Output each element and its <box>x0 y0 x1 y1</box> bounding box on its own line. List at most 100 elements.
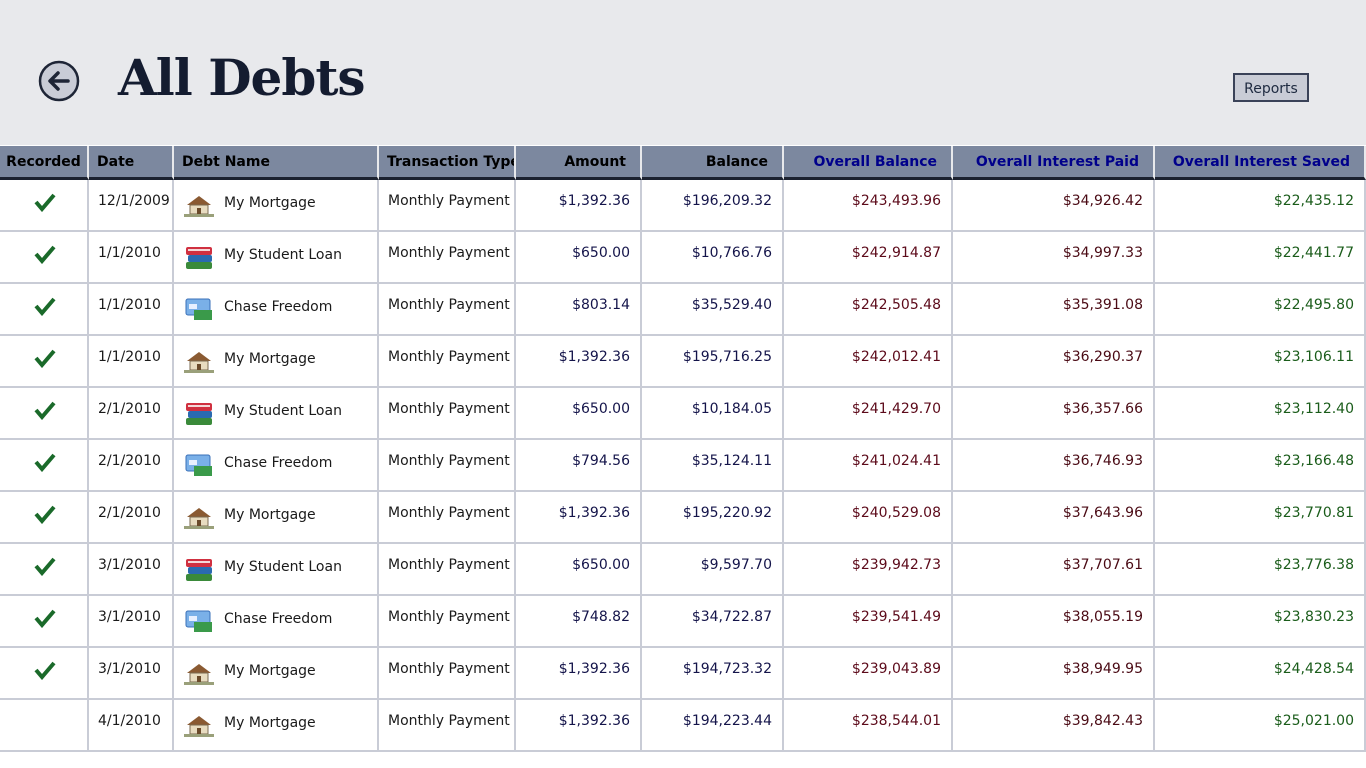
table-cell: $23,776.38 <box>1155 544 1366 596</box>
balance-text: $196,209.32 <box>682 193 772 209</box>
date-text: 1/1/2010 <box>98 245 161 261</box>
amount-text: $794.56 <box>572 453 630 469</box>
recorded-cell <box>0 336 89 388</box>
type-text: Monthly Payment <box>388 401 510 417</box>
table-cell: Monthly Payment <box>379 492 516 544</box>
table-cell: Monthly Payment <box>379 648 516 700</box>
column-header: Amount <box>516 146 642 180</box>
table-cell: $243,493.96 <box>784 180 953 232</box>
table-cell: $1,392.36 <box>516 648 642 700</box>
table-cell: My Mortgage <box>174 492 379 544</box>
table-cell: $36,746.93 <box>953 440 1155 492</box>
balance-text: $10,184.05 <box>691 401 772 417</box>
recorded-cell <box>0 544 89 596</box>
column-header: Recorded <box>0 146 89 180</box>
reports-button[interactable]: Reports <box>1233 73 1309 102</box>
amount-text: $650.00 <box>572 557 630 573</box>
table-cell: 3/1/2010 <box>89 596 174 648</box>
type-text: Monthly Payment <box>388 713 510 729</box>
table-cell: $36,357.66 <box>953 388 1155 440</box>
interest-paid-text: $34,997.33 <box>1062 245 1143 261</box>
name-text: Chase Freedom <box>224 455 333 471</box>
type-text: Monthly Payment <box>388 245 510 261</box>
back-button[interactable] <box>38 60 80 102</box>
debt-icon <box>184 192 214 222</box>
amount-text: $650.00 <box>572 245 630 261</box>
table-cell: $24,428.54 <box>1155 648 1366 700</box>
recorded-cell <box>0 180 89 232</box>
date-text: 2/1/2010 <box>98 453 161 469</box>
table-cell: $23,770.81 <box>1155 492 1366 544</box>
table-cell: Monthly Payment <box>379 232 516 284</box>
overall-balance-text: $239,043.89 <box>851 661 941 677</box>
name-text: My Student Loan <box>224 247 342 263</box>
debt-icon <box>184 244 214 276</box>
column-header: Overall Balance <box>784 146 953 180</box>
check-icon <box>34 557 56 576</box>
recorded-cell <box>0 596 89 648</box>
balance-text: $35,124.11 <box>691 453 772 469</box>
table-cell: Monthly Payment <box>379 180 516 232</box>
table-cell: 3/1/2010 <box>89 544 174 596</box>
type-text: Monthly Payment <box>388 557 510 573</box>
table-cell: $1,392.36 <box>516 492 642 544</box>
overall-balance-text: $239,942.73 <box>851 557 941 573</box>
interest-saved-text: $22,435.12 <box>1273 193 1354 209</box>
recorded-cell <box>0 700 89 752</box>
date-text: 3/1/2010 <box>98 609 161 625</box>
date-text: 3/1/2010 <box>98 661 161 677</box>
table-cell: Monthly Payment <box>379 700 516 752</box>
date-text: 12/1/2009 <box>98 193 170 209</box>
column-header: Debt Name <box>174 146 379 180</box>
table-cell: 4/1/2010 <box>89 700 174 752</box>
table-cell: $34,926.42 <box>953 180 1155 232</box>
overall-balance-text: $241,024.41 <box>851 453 941 469</box>
debt-icon <box>184 556 214 588</box>
table-cell: Chase Freedom <box>174 440 379 492</box>
table-cell: Chase Freedom <box>174 596 379 648</box>
column-header: Balance <box>642 146 784 180</box>
type-text: Monthly Payment <box>388 453 510 469</box>
table-cell: $242,914.87 <box>784 232 953 284</box>
interest-paid-text: $36,357.66 <box>1062 401 1143 417</box>
table-cell: Monthly Payment <box>379 336 516 388</box>
overall-balance-text: $243,493.96 <box>851 193 941 209</box>
recorded-cell <box>0 648 89 700</box>
table-cell: $241,429.70 <box>784 388 953 440</box>
table-cell: 1/1/2010 <box>89 232 174 284</box>
table-cell: $9,597.70 <box>642 544 784 596</box>
interest-saved-text: $22,441.77 <box>1273 245 1354 261</box>
date-text: 1/1/2010 <box>98 349 161 365</box>
table-cell: 2/1/2010 <box>89 388 174 440</box>
table-cell: Monthly Payment <box>379 388 516 440</box>
recorded-cell <box>0 492 89 544</box>
column-header: Date <box>89 146 174 180</box>
type-text: Monthly Payment <box>388 193 510 209</box>
amount-text: $748.82 <box>572 609 630 625</box>
table-cell: $36,290.37 <box>953 336 1155 388</box>
amount-text: $1,392.36 <box>558 713 630 729</box>
name-text: My Mortgage <box>224 663 316 679</box>
debt-icon <box>184 660 214 690</box>
table-cell: My Student Loan <box>174 232 379 284</box>
table-cell: $803.14 <box>516 284 642 336</box>
table-cell: $196,209.32 <box>642 180 784 232</box>
debt-icon <box>184 608 214 638</box>
name-text: My Mortgage <box>224 195 316 211</box>
interest-saved-text: $25,021.00 <box>1273 713 1354 729</box>
type-text: Monthly Payment <box>388 661 510 677</box>
balance-text: $9,597.70 <box>700 557 772 573</box>
table-cell: $195,220.92 <box>642 492 784 544</box>
date-text: 3/1/2010 <box>98 557 161 573</box>
date-text: 2/1/2010 <box>98 505 161 521</box>
name-text: My Student Loan <box>224 559 342 575</box>
table-cell: $239,942.73 <box>784 544 953 596</box>
interest-paid-text: $38,055.19 <box>1062 609 1143 625</box>
balance-text: $10,766.76 <box>691 245 772 261</box>
table-cell: $35,391.08 <box>953 284 1155 336</box>
check-icon <box>34 193 56 212</box>
interest-saved-text: $23,112.40 <box>1273 401 1354 417</box>
balance-text: $195,716.25 <box>682 349 772 365</box>
table-cell: $37,707.61 <box>953 544 1155 596</box>
interest-paid-text: $36,746.93 <box>1062 453 1143 469</box>
